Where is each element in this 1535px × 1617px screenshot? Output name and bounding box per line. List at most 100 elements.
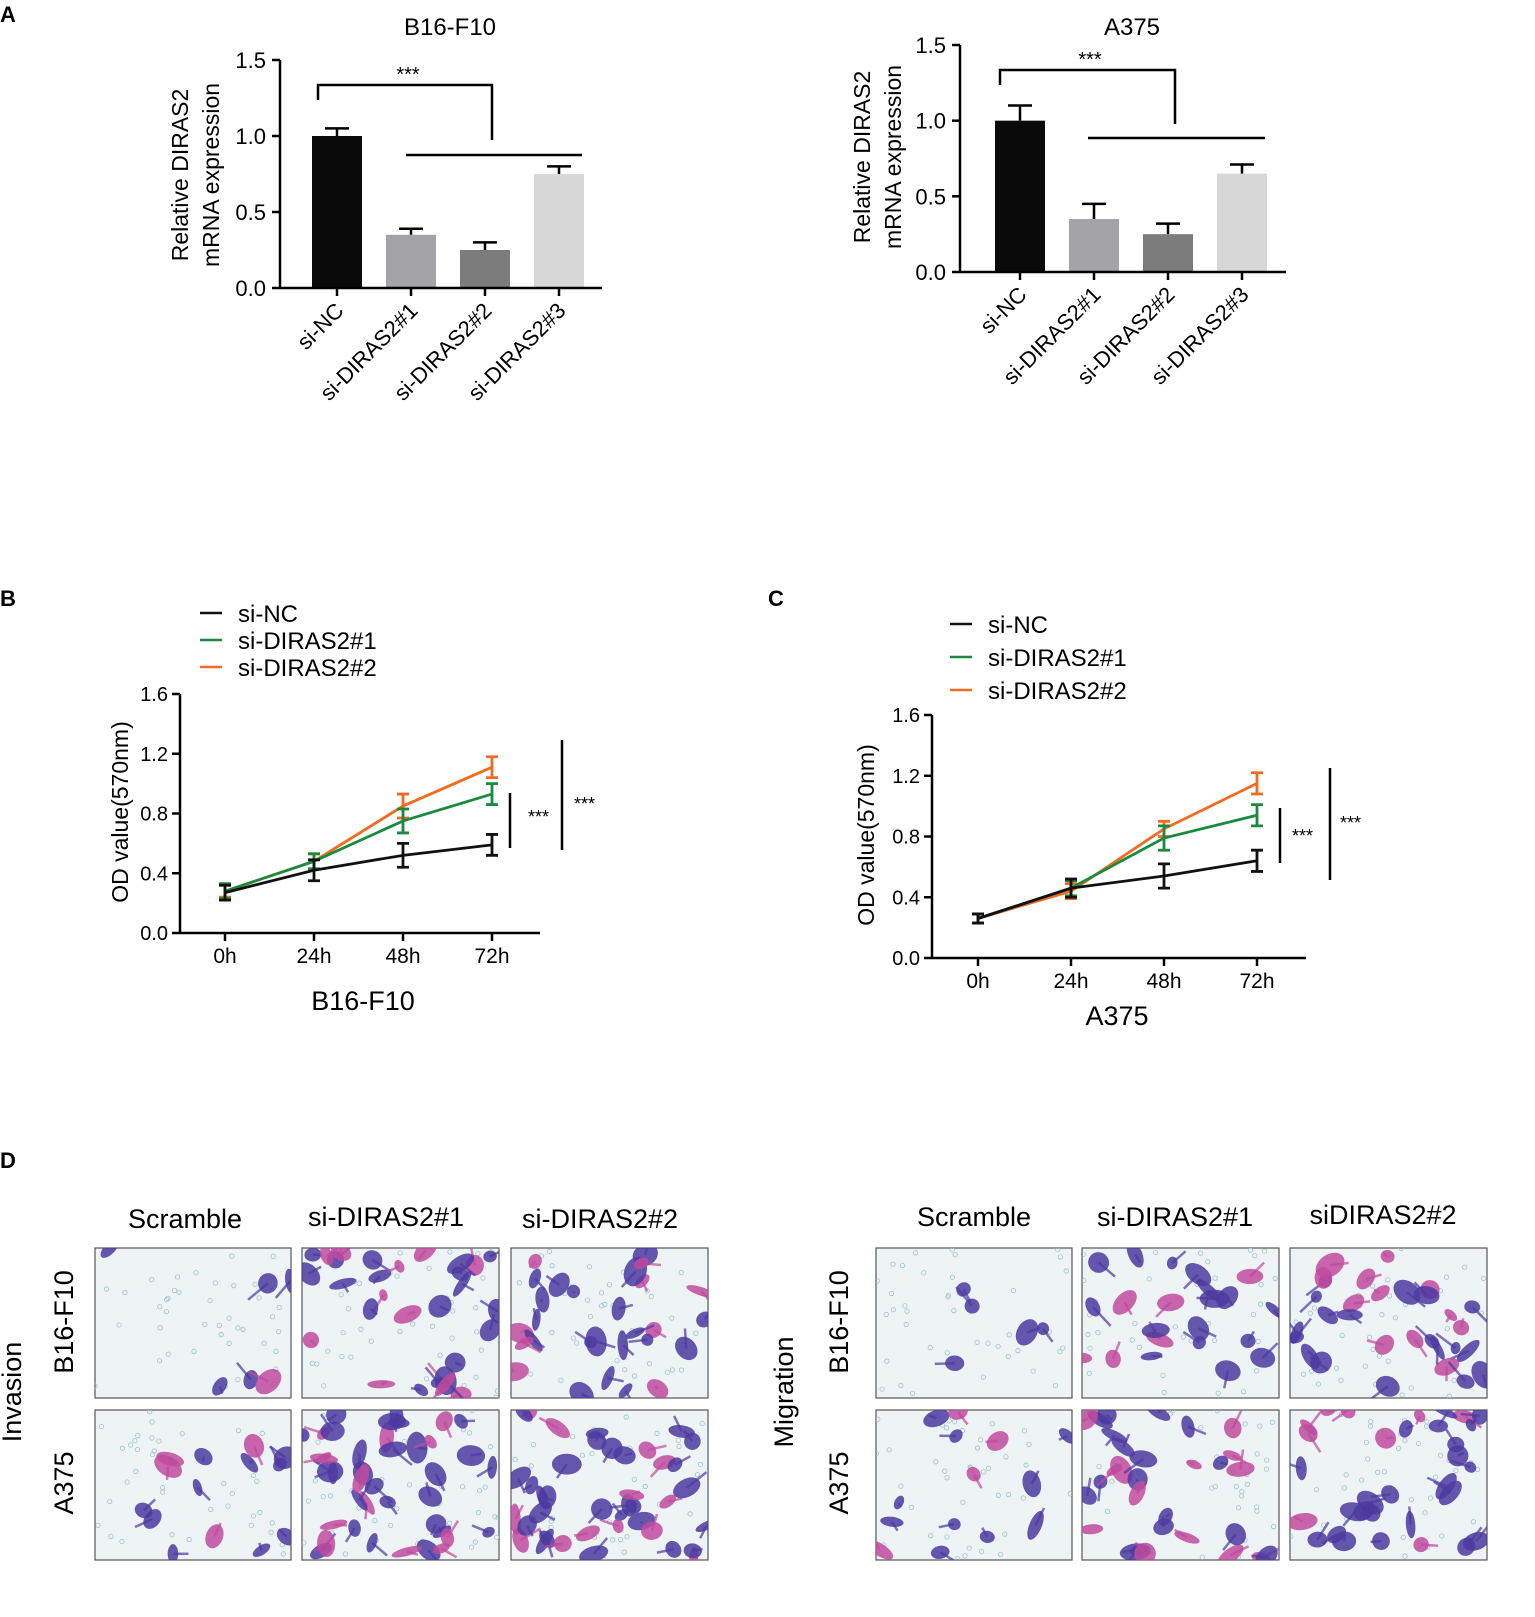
membrane-pore: [904, 1308, 910, 1314]
membrane-pore: [257, 1510, 263, 1516]
cell-protrusion: [592, 1537, 609, 1555]
membrane-pore: [459, 1484, 466, 1490]
bar-chart-a375: A375 Relative DIRAS2 mRNA expression 0.0…: [849, 14, 1286, 389]
membrane-pore: [95, 1522, 101, 1528]
column-label-sidiras2-2-migration: siDIRAS2#2: [1309, 1200, 1456, 1230]
microscopy-image: [1081, 1409, 1280, 1561]
membrane-pore: [1104, 1508, 1111, 1514]
membrane-pore: [966, 1545, 972, 1551]
membrane-pore: [134, 1446, 140, 1453]
membrane-pore: [528, 1463, 534, 1469]
microscopy-image: [94, 1247, 292, 1399]
membrane-pore: [1247, 1248, 1254, 1253]
membrane-pore: [163, 1308, 170, 1315]
series-line-si-diras2-2: [224, 765, 493, 893]
membrane-pore: [1212, 1337, 1218, 1343]
membrane-pore: [447, 1249, 453, 1255]
membrane-pore: [494, 1388, 499, 1394]
y-tick-label: 0.8: [140, 804, 168, 826]
cell-protrusion: [248, 1370, 269, 1383]
cell-protrusion: [218, 1385, 224, 1394]
cell-protrusion: [489, 1250, 499, 1258]
membrane-pore: [1233, 1483, 1240, 1490]
membrane-pore: [558, 1377, 564, 1383]
cell-protrusion: [1371, 1385, 1389, 1398]
y-axis-label: Relative DIRAS2: [849, 71, 875, 244]
stained-cell: [304, 1248, 322, 1262]
stained-cell: [482, 1526, 495, 1538]
membrane-pore: [1415, 1440, 1422, 1447]
membrane-pore: [669, 1315, 675, 1321]
significance-label: ***: [396, 64, 420, 86]
membrane-pore: [482, 1484, 488, 1490]
membrane-pore: [1005, 1353, 1011, 1360]
membrane-pore: [898, 1383, 904, 1389]
membrane-pore: [1180, 1334, 1186, 1340]
membrane-pore: [697, 1461, 704, 1468]
y-tick-label: 1.5: [235, 48, 266, 73]
membrane-pore: [276, 1329, 282, 1335]
row-label-a375: A375: [49, 1451, 79, 1514]
cell-protrusion: [928, 1414, 937, 1420]
cell-protrusion: [1104, 1434, 1116, 1447]
membrane-pore: [890, 1307, 897, 1313]
cell-protrusion: [1222, 1370, 1230, 1389]
error-bar: [325, 127, 349, 136]
membrane-pore: [240, 1326, 246, 1333]
membrane-pore: [1398, 1248, 1404, 1252]
membrane-pore: [1443, 1274, 1450, 1280]
row-label-a375-migration: A375: [824, 1451, 854, 1514]
microscopy-image: [94, 1409, 292, 1561]
significance-label-1: ***: [528, 807, 549, 827]
membrane-pore: [1366, 1334, 1373, 1340]
cell-protrusion: [1122, 1433, 1131, 1448]
cell-protrusion: [631, 1490, 641, 1496]
x-tick-label: 24h: [1053, 970, 1088, 993]
cell-protrusion: [650, 1513, 659, 1532]
cell-protrusion: [1151, 1354, 1163, 1358]
cell-protrusion: [341, 1283, 350, 1293]
cell-protrusion: [1085, 1477, 1092, 1496]
x-axis-label: A375: [1085, 1001, 1148, 1031]
cell-protrusion: [1229, 1545, 1250, 1557]
cell-protrusion: [1306, 1350, 1322, 1364]
cell-protrusion: [523, 1342, 542, 1354]
error-bar: [397, 807, 409, 835]
cell-protrusion: [611, 1502, 623, 1516]
membrane-pore: [1480, 1275, 1487, 1281]
cell-protrusion: [1097, 1481, 1102, 1502]
legend-label: si-NC: [988, 612, 1048, 639]
membrane-pore: [624, 1534, 630, 1540]
membrane-pore: [150, 1451, 156, 1458]
error-bar: [1230, 163, 1254, 174]
cell-protrusion: [471, 1524, 490, 1534]
membrane-pore: [512, 1456, 518, 1462]
membrane-pore: [397, 1250, 403, 1256]
membrane-pore: [1063, 1268, 1069, 1274]
stained-cell: [414, 1383, 429, 1397]
membrane-pore: [345, 1306, 351, 1312]
membrane-pore: [654, 1430, 660, 1436]
membrane-pore: [1006, 1332, 1012, 1338]
stained-cell: [1215, 1360, 1241, 1382]
membrane-pore: [339, 1353, 345, 1360]
cell-protrusion: [599, 1518, 619, 1528]
membrane-pore: [1444, 1326, 1450, 1332]
column-label-sidiras2-1: si-DIRAS2#1: [308, 1202, 464, 1232]
membrane-pore: [1462, 1264, 1468, 1270]
cell-protrusion: [519, 1329, 526, 1335]
membrane-pore: [876, 1416, 881, 1422]
cell-protrusion: [1329, 1261, 1349, 1267]
significance-bracket: [998, 68, 1265, 140]
membrane-pore: [928, 1533, 934, 1539]
membrane-pore: [1198, 1424, 1204, 1431]
cell-protrusion: [424, 1366, 440, 1384]
membrane-pore: [1338, 1377, 1344, 1383]
membrane-pore: [321, 1383, 327, 1389]
membrane-pore: [229, 1490, 235, 1497]
membrane-pore: [1439, 1533, 1445, 1539]
cell-protrusion: [641, 1262, 662, 1267]
cell-protrusion: [258, 1542, 263, 1551]
cell-protrusion: [1246, 1330, 1256, 1342]
